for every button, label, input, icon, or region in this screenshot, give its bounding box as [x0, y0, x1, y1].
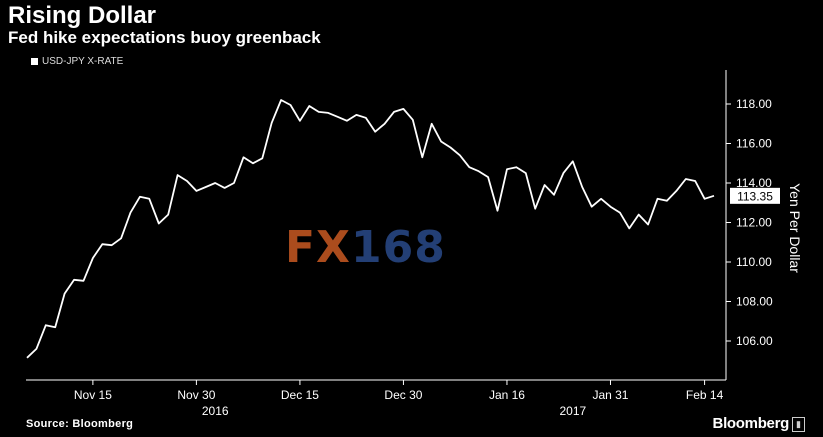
chart-title: Rising Dollar — [8, 2, 157, 29]
legend-swatch — [31, 58, 38, 65]
bloomberg-logo: Bloomberg — [712, 415, 790, 432]
x-tick-label: Jan 16 — [489, 388, 525, 402]
x-tick-label: Nov 15 — [74, 388, 112, 402]
x-tick-label: Dec 30 — [384, 388, 422, 402]
y-tick-label: 114.00 — [736, 176, 772, 190]
x-tick-label: Dec 15 — [281, 388, 319, 402]
legend: USD-JPY X-RATE — [31, 56, 123, 67]
series-line-usd-jpy — [26, 99, 715, 359]
x-tick-label: Feb 14 — [686, 388, 724, 402]
legend-label: USD-JPY X-RATE — [42, 56, 124, 67]
y-tick-label: 112.00 — [736, 216, 772, 230]
x-year-label: 2016 — [202, 404, 229, 418]
y-tick-label: 110.00 — [736, 255, 772, 269]
y-tick-label: 106.00 — [736, 334, 773, 348]
source-note: Source: Bloomberg — [26, 418, 134, 430]
chart-subtitle: Fed hike expectations buoy greenback — [8, 28, 321, 47]
fx168-watermark: FX168 — [285, 222, 446, 273]
x-tick-label: Jan 31 — [592, 388, 628, 402]
y-axis-label: Yen Per Dollar — [787, 183, 803, 273]
bloomberg-terminal-icon: ▮ — [792, 417, 805, 432]
x-year-label: 2017 — [559, 404, 586, 418]
x-tick-label: Nov 30 — [177, 388, 215, 402]
last-value-box — [730, 187, 780, 204]
y-tick-label: 118.00 — [736, 97, 772, 111]
y-tick-label: 108.00 — [736, 295, 773, 309]
y-tick-label: 116.00 — [736, 137, 772, 151]
last-value-label: 113.35 — [737, 189, 773, 203]
